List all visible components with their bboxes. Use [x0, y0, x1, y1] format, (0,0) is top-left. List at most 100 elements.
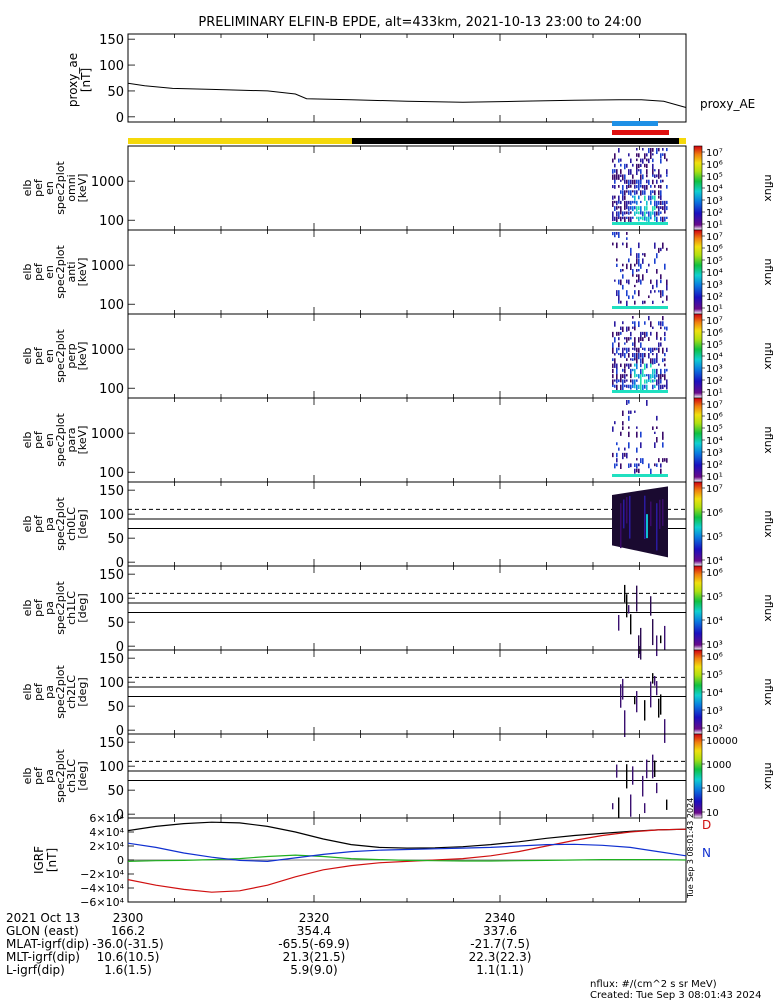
- spectrogram-pixel: [634, 368, 636, 375]
- colorbar-label: 10⁶: [706, 328, 723, 339]
- spectrogram-pixel: [662, 179, 664, 183]
- spectrogram-data: [612, 232, 668, 309]
- spectrogram-pixel: [652, 206, 654, 212]
- spectrogram-pixel: [618, 200, 620, 204]
- spectrogram-pixel: [636, 468, 638, 473]
- spectrogram-pixel: [666, 206, 668, 211]
- panel-ylabel: pef: [32, 262, 45, 281]
- spectrogram-pixel: [660, 295, 662, 298]
- spectrogram-pixel: [634, 353, 636, 359]
- spectrogram-pixel: [666, 216, 668, 219]
- colorbar-label: 10⁷: [706, 148, 723, 159]
- colorbar-label: 10³: [706, 706, 723, 717]
- spectrogram-pixel: [622, 353, 624, 357]
- panel-ylabel: ch1LC: [65, 591, 78, 625]
- spectrogram-pixel: [626, 337, 628, 343]
- spectrogram-pixel: [648, 216, 650, 223]
- panel-ylabel: [keV]: [76, 342, 89, 371]
- pitch-streak: [650, 681, 652, 708]
- spectrogram-pixel: [640, 179, 642, 185]
- spectrogram-pixel: [656, 211, 658, 216]
- spectrogram-pixel: [618, 148, 620, 153]
- spectrogram-pixel: [632, 200, 634, 204]
- spectrogram-pixel: [620, 216, 622, 222]
- spectrogram-pixel: [658, 195, 660, 199]
- spectrogram-pixel: [666, 284, 668, 291]
- spectrogram-pixel: [632, 195, 634, 198]
- pitch-ytick-label: 100: [99, 592, 124, 607]
- ae-ytick-label: 150: [99, 33, 124, 48]
- spectrogram-pixel: [626, 216, 628, 219]
- spectrogram-pixel: [624, 347, 626, 351]
- spectrogram-pixel: [660, 216, 662, 222]
- colorbar-label: 10⁴: [706, 616, 723, 627]
- spectrogram-pixel: [612, 374, 614, 379]
- spectrogram-pixel: [636, 158, 638, 162]
- ephemeris-value: 2320: [299, 911, 330, 925]
- spectrogram-pixel: [636, 200, 638, 205]
- spectrogram-pixel: [640, 163, 642, 167]
- spectrogram-pixel: [626, 379, 628, 382]
- proxy-ae-frame: [127, 33, 687, 123]
- spectrogram-pixel: [614, 200, 616, 204]
- spectrogram-pixel: [666, 326, 668, 331]
- spectrogram-pixel: [636, 163, 638, 170]
- spectrogram-pixel: [646, 379, 648, 384]
- spectrogram-pixel: [620, 379, 622, 383]
- spectrogram-pixel: [632, 274, 634, 277]
- spectrogram-pixel: [614, 169, 616, 173]
- spectrogram-pixel: [660, 174, 662, 178]
- spectrogram-pixel: [630, 247, 632, 254]
- ephemeris-value: 2300: [113, 911, 144, 925]
- spectrogram-panels: 100100010⁷10⁶10⁵10⁴10³10²10¹nfluxelbpefe…: [21, 145, 775, 823]
- spectrogram-pixel: [646, 153, 648, 157]
- spectrogram-pixel: [656, 379, 658, 386]
- spectrogram-pixel: [662, 300, 664, 304]
- spectrogram-pixel: [638, 263, 640, 267]
- spectrogram-pixel: [622, 426, 624, 430]
- spectrogram-pixel: [628, 200, 630, 205]
- spectrogram-pixel: [650, 195, 652, 201]
- colorbar: [693, 565, 703, 651]
- panel-ylabel: perp: [65, 343, 78, 368]
- pitch-ytick-label: 0: [116, 808, 124, 823]
- pitch-ytick-label: 150: [99, 484, 124, 499]
- spectrogram-pixel: [636, 463, 638, 469]
- spectrogram-pixel: [644, 363, 646, 370]
- spectrogram-pixel: [652, 179, 654, 185]
- spectrogram-pixel: [652, 174, 654, 177]
- spectrogram-pixel: [660, 379, 662, 384]
- spectrogram-pixel: [664, 326, 666, 330]
- spectrogram-pixel: [666, 148, 668, 152]
- spectrogram-pixel: [654, 463, 656, 467]
- colorbar-label: 10¹: [706, 304, 723, 315]
- spectrogram-pixel: [662, 206, 664, 211]
- spectrogram-floor: [612, 222, 668, 225]
- spectrogram-pixel: [642, 337, 644, 342]
- spectrogram-pixel: [632, 326, 634, 329]
- spectrogram-pixel: [664, 358, 666, 362]
- spectrogram-data: [612, 400, 668, 477]
- spectrogram-pixel: [624, 374, 626, 379]
- spec-xticks: [127, 146, 687, 230]
- panel-ylabel: ch3LC: [65, 759, 78, 793]
- pitch-streak: [636, 691, 638, 713]
- pitch-frame: [127, 481, 687, 567]
- colorbar-title: nflux: [762, 258, 775, 286]
- spectrogram-pixel: [654, 358, 656, 364]
- colorbar-label: 10⁶: [706, 412, 723, 423]
- colorbar-label: 10³: [706, 448, 723, 459]
- pitch-streak: [664, 625, 666, 650]
- spectrogram-pixel: [632, 368, 634, 372]
- spectrogram-pixel: [618, 158, 620, 163]
- spectrogram-pixel: [616, 200, 618, 206]
- pitch-streak: [629, 495, 631, 539]
- spectrogram-pixel: [618, 232, 620, 238]
- science-zone-bar-blue: [612, 121, 658, 126]
- igrf-label-d: D: [702, 818, 711, 832]
- igrf-bt-line: [127, 821, 687, 849]
- pitch-streak: [624, 584, 626, 603]
- colorbar-label: 10⁴: [706, 688, 723, 699]
- pitch-ytick-label: 100: [99, 508, 124, 523]
- spectrogram-pixel: [658, 290, 660, 293]
